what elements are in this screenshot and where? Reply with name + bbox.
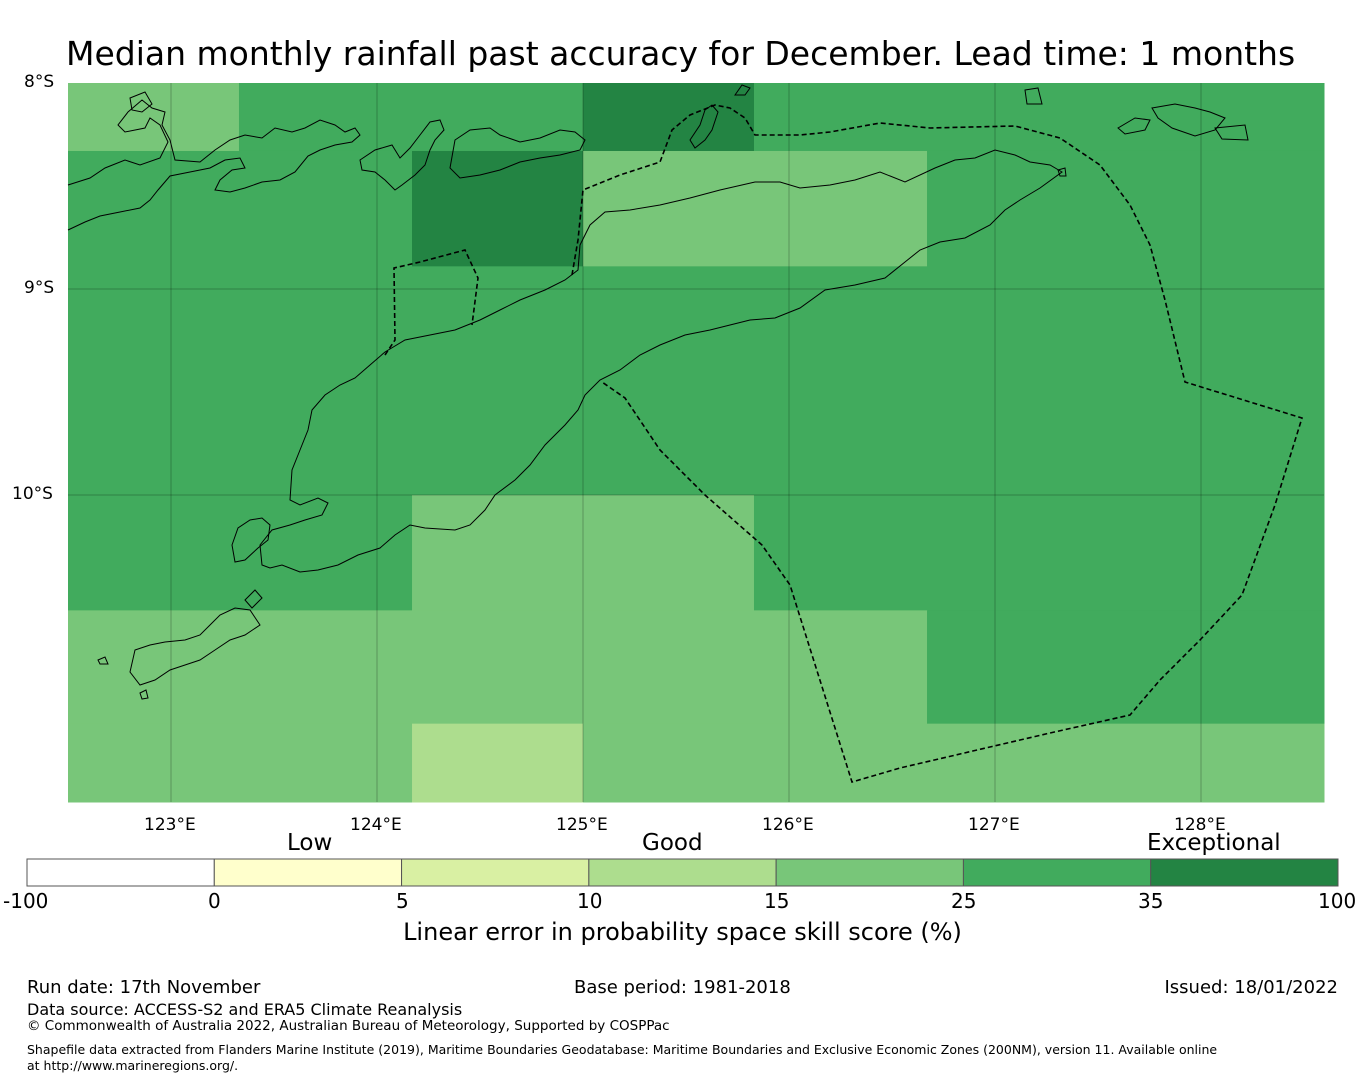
colorbar-tick: 100 xyxy=(1318,889,1357,913)
skill-cell xyxy=(927,150,1325,267)
lon-label-126e: 126°E xyxy=(762,815,814,835)
colorbar-category-good: Good xyxy=(642,830,703,856)
shapefile-credit: Shapefile data extracted from Flanders M… xyxy=(27,1042,1218,1073)
graticule xyxy=(68,83,1324,802)
skill-cell xyxy=(412,723,584,803)
lon-label-127e: 127°E xyxy=(968,815,1020,835)
skill-cell xyxy=(412,150,584,267)
coastlines xyxy=(67,84,1249,700)
lon-label-123e: 123°E xyxy=(144,815,196,835)
skill-cell xyxy=(68,266,1325,496)
skill-cell xyxy=(68,495,413,611)
skill-cell xyxy=(583,150,928,267)
skill-cell xyxy=(412,495,755,611)
lat-label-9s: 9°S xyxy=(24,278,55,298)
lon-label-128e: 128°E xyxy=(1174,815,1226,835)
colorbar-tick: 25 xyxy=(951,889,977,913)
colorbar-category-low: Low xyxy=(287,830,333,856)
colorbar-tick: 35 xyxy=(1138,889,1164,913)
data-source: Data source: ACCESS-S2 and ERA5 Climate … xyxy=(27,1000,463,1019)
colorbar-tick: 15 xyxy=(764,889,790,913)
lon-label-125e: 125°E xyxy=(556,815,608,835)
run-date: Run date: 17th November xyxy=(27,977,261,998)
colorbar-label: Linear error in probability space skill … xyxy=(403,918,962,946)
skill-cell xyxy=(238,83,584,152)
skill-cell xyxy=(583,723,1325,803)
copyright: © Commonwealth of Australia 2022, Austra… xyxy=(27,1018,670,1034)
colorbar-tick: -100 xyxy=(3,889,49,913)
skill-cell xyxy=(68,150,413,267)
colorbar-tick: 5 xyxy=(396,889,409,913)
skill-cell xyxy=(927,610,1325,725)
skill-cell xyxy=(583,83,755,152)
lat-label-10s: 10°S xyxy=(12,484,53,504)
base-period: Base period: 1981-2018 xyxy=(574,977,791,998)
skill-cell xyxy=(68,83,240,152)
skill-cell xyxy=(68,610,928,725)
skill-cell xyxy=(753,495,1325,611)
colorbar-category-exceptional: Exceptional xyxy=(1147,830,1281,856)
skill-cell xyxy=(68,723,413,803)
lat-label-8s: 8°S xyxy=(24,72,55,92)
lon-label-124e: 124°E xyxy=(350,815,402,835)
colorbar-tick: 0 xyxy=(208,889,221,913)
skill-cells xyxy=(68,83,1325,803)
colorbar-tick: 10 xyxy=(577,889,603,913)
issued-date: Issued: 18/01/2022 xyxy=(1164,977,1338,998)
map-title: Median monthly rainfall past accuracy fo… xyxy=(66,34,1296,73)
maritime-boundary xyxy=(384,104,1304,783)
